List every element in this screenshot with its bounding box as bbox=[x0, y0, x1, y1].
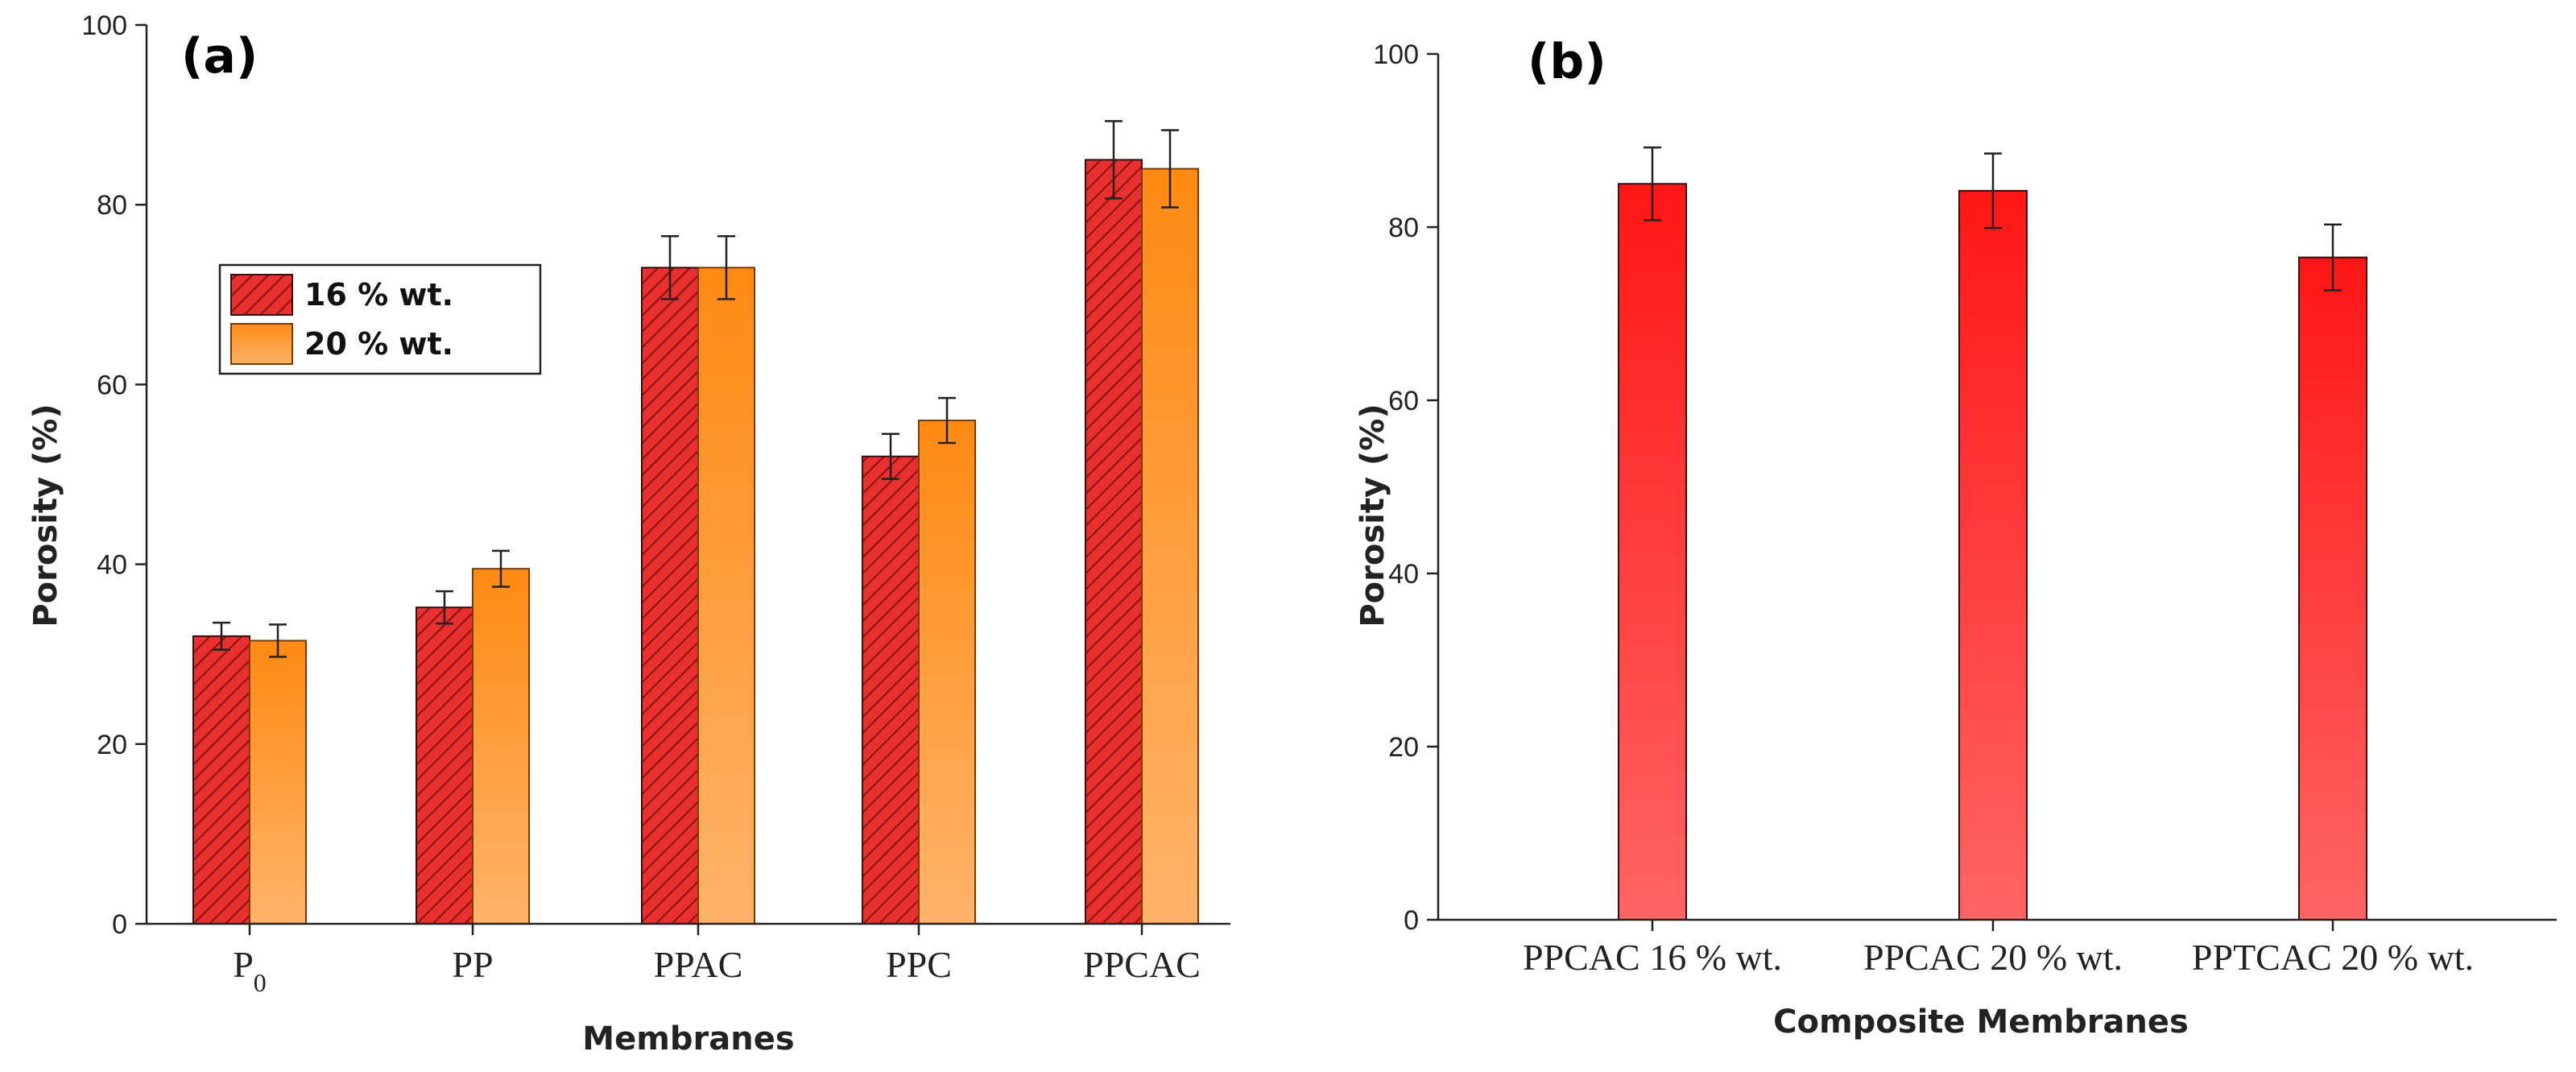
panel-a-bar-20-ppac bbox=[697, 267, 755, 925]
panel-b-error-bar bbox=[1984, 152, 2002, 230]
panel-a-error-bar bbox=[213, 621, 230, 651]
panel-a-bar-16-ppcac bbox=[1085, 159, 1143, 925]
panel-b-category-label: PPCAC 20 % wt. bbox=[1863, 937, 2123, 978]
panel-a-y-tick-label: 60 bbox=[97, 370, 127, 400]
legend-label-16: 16 % wt. bbox=[304, 277, 453, 312]
panel-a-bar-16-p0 bbox=[192, 635, 250, 925]
panel-a-category-label: P0 bbox=[233, 944, 267, 997]
panel-b-category-labels: PPCAC 16 % wt. PPCAC 20 % wt. PPTCAC 20 % … bbox=[1523, 920, 2474, 978]
panel-b-bars bbox=[1618, 183, 2367, 921]
panel-b-error-bar bbox=[2324, 223, 2342, 292]
panel-a-legend: 16 % wt. 20 % wt. bbox=[218, 263, 542, 375]
panel-a-bar-20-p0 bbox=[249, 639, 307, 925]
panel-a-y-tick-label: 0 bbox=[112, 909, 127, 940]
panel-b-y-tick-label: 80 bbox=[1388, 213, 1419, 243]
panel-b-bar-1 bbox=[1618, 183, 1687, 921]
panel-a-error-bar bbox=[1105, 120, 1123, 200]
panel-a-bar-20-ppcac bbox=[1141, 168, 1199, 925]
panel-a-chart: (a) Porosity (%) Membranes 020406080100 … bbox=[27, 10, 1230, 1058]
panel-b-y-tick-label: 20 bbox=[1388, 732, 1419, 763]
panel-b-x-axis-title: Composite Membranes bbox=[1773, 1004, 2189, 1041]
panel-a-y-axis-title: Porosity (%) bbox=[27, 404, 64, 627]
panel-a-error-bar bbox=[1161, 129, 1179, 209]
panel-a-y-tick-label: 100 bbox=[81, 10, 127, 41]
panel-a-error-bar bbox=[436, 590, 453, 625]
panel-a-error-bar bbox=[661, 235, 679, 300]
panel-b-label: (b) bbox=[1528, 34, 1606, 90]
panel-b-y-axis-title: Porosity (%) bbox=[1354, 404, 1391, 627]
panel-a-y-tick-label: 40 bbox=[97, 550, 127, 581]
panel-b-y-tick-label: 0 bbox=[1404, 905, 1419, 936]
panel-a-y-tick-label: 20 bbox=[97, 730, 127, 760]
panel-a-category-label: PPC bbox=[886, 944, 952, 985]
panel-b-category-label: PPCAC 16 % wt. bbox=[1523, 937, 1782, 978]
panel-a-y-ticks: 0 20 40 60 80 100 bbox=[81, 10, 147, 940]
panel-a-x-axis-title: Membranes bbox=[582, 1020, 794, 1058]
legend-swatch-16 bbox=[230, 274, 293, 316]
panel-a-bar-16-ppac bbox=[641, 267, 699, 925]
panel-a-bars bbox=[192, 159, 1199, 925]
panel-a-y-tick-label: 80 bbox=[97, 190, 127, 221]
panel-a-error-bar bbox=[717, 235, 735, 300]
legend-swatch-20 bbox=[230, 323, 293, 365]
panel-a-bar-20-pp bbox=[472, 568, 530, 925]
panel-a-label: (a) bbox=[181, 28, 258, 85]
panel-a-error-bar bbox=[938, 396, 956, 445]
panel-b-y-tick-label: 60 bbox=[1388, 386, 1419, 416]
panel-b-error-bars bbox=[1644, 146, 2342, 292]
panel-a-error-bars bbox=[213, 120, 1179, 658]
panel-a-category-label: PPCAC bbox=[1083, 944, 1201, 985]
panel-b-y-tick-label: 40 bbox=[1388, 559, 1419, 590]
panel-b-error-bar bbox=[1644, 146, 1661, 221]
panel-a-error-bar bbox=[492, 549, 510, 588]
panel-b-chart: (b) Porosity (%) Composite Membranes 0 20… bbox=[1354, 34, 2557, 1041]
panel-a-bar-16-ppc bbox=[862, 455, 920, 925]
panel-a-category-labels: P0 PP PPAC PPC PPCAC bbox=[233, 924, 1201, 997]
panel-a-error-bar bbox=[882, 433, 899, 480]
panel-b-category-label: PPTCAC 20 % wt. bbox=[2192, 937, 2474, 978]
panel-a-category-label: PPAC bbox=[654, 944, 743, 985]
panel-b-y-tick-label: 100 bbox=[1373, 39, 1419, 70]
panel-b-y-ticks: 0 20 40 60 80 100 bbox=[1373, 39, 1438, 936]
panel-a-category-label: PP bbox=[452, 944, 493, 985]
panel-b-bar-2 bbox=[1958, 189, 2028, 921]
panel-b-bar-3 bbox=[2298, 256, 2367, 921]
panel-a-error-bar bbox=[269, 623, 287, 658]
legend-label-20: 20 % wt. bbox=[304, 326, 453, 362]
panel-a-bar-16-pp bbox=[416, 606, 473, 925]
panel-a-bar-20-ppc bbox=[918, 420, 976, 925]
